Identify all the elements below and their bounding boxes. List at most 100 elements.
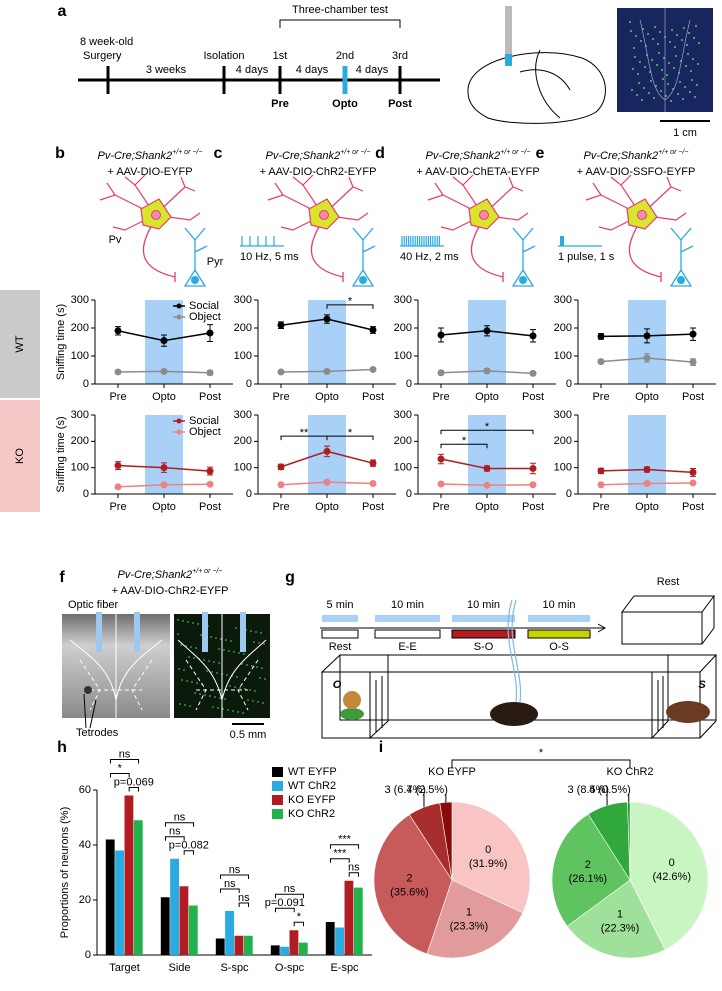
data-point bbox=[689, 468, 697, 476]
sig-bracket bbox=[219, 874, 250, 879]
pyr-cell bbox=[669, 227, 694, 287]
y-tick-label: 100 bbox=[394, 350, 412, 362]
fiber-tip bbox=[505, 54, 512, 66]
legend-swatch bbox=[272, 809, 283, 819]
fluorescence-signal bbox=[262, 702, 264, 704]
session-box bbox=[451, 629, 516, 639]
pv-nucleus bbox=[319, 210, 329, 220]
histology-signal bbox=[670, 100, 672, 102]
histology-signal bbox=[674, 46, 676, 48]
session-box bbox=[321, 629, 359, 639]
opto-band bbox=[468, 415, 506, 494]
optic-fiber bbox=[96, 612, 102, 652]
pyr-nucleus bbox=[359, 276, 367, 284]
y-tick-label: 0 bbox=[83, 378, 89, 390]
histology-signal bbox=[677, 93, 679, 95]
pyr-nucleus bbox=[677, 276, 685, 284]
fluorescence-signal bbox=[217, 707, 219, 709]
sig-bracket bbox=[109, 759, 140, 764]
histology-signal bbox=[648, 92, 650, 94]
genotype-sup: +/+ or −/− bbox=[500, 149, 530, 156]
pv-axon bbox=[142, 226, 176, 282]
test-mouse bbox=[490, 702, 538, 726]
genotype-name: Pv-Cre;Shank2 bbox=[584, 150, 659, 162]
sig-label: * bbox=[348, 296, 353, 308]
y-tick-label: 20 bbox=[79, 894, 91, 906]
y-axis-label: Sniffing time (s) bbox=[55, 416, 67, 492]
histology-signal bbox=[636, 94, 638, 96]
row-label: WT bbox=[14, 335, 26, 352]
histology-signal bbox=[656, 64, 658, 66]
slice-category: 0 bbox=[485, 844, 491, 856]
light-on bbox=[528, 615, 590, 622]
bar bbox=[188, 905, 198, 955]
panel-label: d bbox=[375, 145, 385, 162]
panel-label: c bbox=[214, 145, 223, 162]
tetrode-label: Tetrodes bbox=[76, 727, 119, 739]
slice-category: 0 bbox=[669, 857, 675, 869]
bar bbox=[234, 935, 244, 955]
duration-label: 10 min bbox=[391, 599, 424, 611]
fluorescence-signal bbox=[250, 630, 252, 632]
session-label: E-E bbox=[398, 641, 416, 653]
pv-axon bbox=[470, 226, 504, 282]
fluorescence-signal bbox=[214, 696, 216, 698]
rest-box-label: Rest bbox=[657, 576, 680, 588]
sig-label: ns bbox=[348, 862, 360, 874]
histology-signal bbox=[665, 95, 667, 97]
histology-signal bbox=[653, 97, 655, 99]
fluorescence-signal bbox=[260, 632, 262, 634]
data-point bbox=[689, 330, 697, 338]
fluorescence-signal bbox=[180, 644, 182, 646]
duration-label: 10 min bbox=[467, 599, 500, 611]
genotype: Pv-Cre;Shank2+/+ or −/− bbox=[426, 149, 531, 162]
histology-outline bbox=[639, 8, 691, 112]
fluorescence-signal bbox=[242, 712, 244, 714]
legend-label: Social bbox=[189, 415, 219, 427]
genotype-name: Pv-Cre;Shank2 bbox=[118, 569, 193, 581]
sig-label: p=0.091 bbox=[265, 897, 305, 909]
data-point bbox=[114, 368, 122, 376]
y-tick-label: 100 bbox=[71, 462, 89, 474]
bar bbox=[115, 850, 124, 955]
slice-value: (42.6%) bbox=[652, 871, 691, 883]
fluorescence-signal bbox=[191, 681, 193, 683]
fluorescence-signal bbox=[199, 693, 201, 695]
histology-signal bbox=[634, 56, 636, 58]
fluorescence-signal bbox=[177, 619, 179, 621]
opto-band bbox=[145, 415, 183, 494]
pv-axon bbox=[628, 226, 662, 282]
slice-category: 2 bbox=[406, 872, 412, 884]
fluorescence-signal bbox=[232, 710, 234, 712]
light-on bbox=[322, 615, 358, 622]
x-tick-label: Pre bbox=[592, 501, 609, 513]
bar bbox=[270, 945, 280, 955]
x-tick-label: Post bbox=[362, 391, 384, 403]
brain-outline bbox=[467, 49, 606, 124]
panel-label: h bbox=[57, 739, 67, 756]
fluorescence-signal bbox=[200, 634, 202, 636]
fluorescence-signal bbox=[179, 703, 181, 705]
x-tick-label: Post bbox=[199, 391, 221, 403]
pv-dendrites bbox=[585, 174, 687, 231]
fluorescence-signal bbox=[204, 694, 206, 696]
data-point bbox=[483, 464, 491, 472]
y-tick-label: 200 bbox=[394, 435, 412, 447]
data-point bbox=[689, 358, 697, 366]
row-band-ko bbox=[0, 400, 40, 512]
data-point bbox=[160, 481, 168, 489]
rest-box bbox=[621, 595, 715, 645]
y-tick-label: 300 bbox=[71, 409, 89, 421]
fluorescence-signal bbox=[247, 699, 249, 701]
timeline-session: Post bbox=[388, 98, 412, 110]
fluorescence-signal bbox=[255, 631, 257, 633]
data-point bbox=[437, 331, 445, 339]
histology-signal bbox=[696, 84, 698, 86]
data-point bbox=[323, 478, 331, 486]
test-bracket bbox=[279, 19, 401, 28]
chamber-label: S bbox=[698, 679, 706, 691]
y-tick-label: 0 bbox=[246, 488, 252, 500]
chamber-dividers bbox=[369, 655, 669, 740]
legend-label: Object bbox=[189, 311, 221, 323]
y-tick-label: 300 bbox=[234, 409, 252, 421]
